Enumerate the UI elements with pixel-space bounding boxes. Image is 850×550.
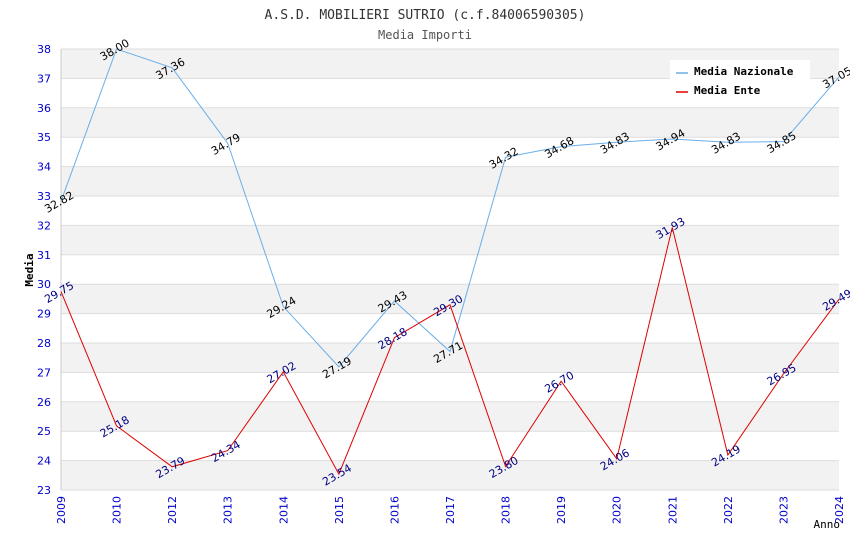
y-axis-ticks: 23 24 25 26 27 28 29 30 31 32 33 34 35 36 37 38 (37, 43, 51, 497)
grid-band (61, 460, 839, 490)
x-tick-label: 2019 (555, 496, 568, 524)
x-axis-label: Anno (814, 518, 841, 531)
grid-band (61, 254, 839, 285)
chart-subtitle: Media Importi (378, 28, 472, 42)
y-tick-label: 23 (37, 484, 51, 497)
y-tick-label: 32 (37, 219, 51, 232)
y-tick-label: 37 (37, 72, 51, 85)
grid-band (61, 225, 839, 255)
legend-box (670, 60, 810, 102)
grid-band (61, 313, 839, 343)
y-tick-label: 26 (37, 396, 51, 409)
x-tick-label: 2023 (777, 496, 790, 524)
grid-bands (60, 48, 839, 491)
grid-band (61, 166, 839, 196)
y-tick-label: 31 (37, 249, 51, 262)
x-tick-label: 2009 (55, 496, 68, 524)
x-tick-label: 2016 (388, 496, 401, 524)
x-tick-label: 2017 (444, 496, 457, 524)
grid-band (61, 196, 839, 226)
x-tick-label: 2018 (500, 496, 513, 524)
legend: Media Nazionale Media Ente (670, 60, 810, 102)
y-axis-label: Media (23, 253, 36, 286)
y-tick-label: 35 (37, 131, 51, 144)
grid-band (61, 372, 839, 402)
x-axis-ticks: 2009 2010 2012 2013 2014 2015 2016 2017 2018 2019… (55, 496, 846, 524)
x-tick-label: 2022 (722, 496, 735, 524)
x-tick-label: 2014 (277, 496, 290, 524)
y-tick-label: 27 (37, 366, 51, 379)
legend-label-nazionale: Media Nazionale (694, 65, 794, 78)
series-lines (60, 48, 840, 476)
x-tick-label: 2012 (166, 496, 179, 524)
x-tick-label: 2015 (333, 496, 346, 524)
y-tick-label: 34 (37, 161, 51, 174)
grid-band (61, 137, 839, 167)
y-tick-label: 29 (37, 308, 51, 321)
x-tick-label: 2020 (611, 496, 624, 524)
grid-band (61, 284, 839, 314)
y-tick-label: 36 (37, 102, 51, 115)
x-tick-label: 2013 (222, 496, 235, 524)
grid-band (61, 401, 839, 432)
y-tick-label: 38 (37, 43, 51, 56)
x-tick-label: 2010 (111, 496, 124, 524)
grid-band (61, 107, 839, 138)
x-tick-label: 2024 (833, 496, 846, 524)
y-tick-label: 28 (37, 337, 51, 350)
legend-label-ente: Media Ente (694, 84, 761, 97)
grid-band (61, 343, 839, 373)
grid-band (61, 431, 839, 461)
series-line-nazionale (60, 48, 840, 368)
chart-title: A.S.D. MOBILIERI SUTRIO (c.f.84006590305… (265, 8, 586, 23)
y-tick-label: 25 (37, 425, 51, 438)
y-tick-label: 30 (37, 278, 51, 291)
y-tick-label: 33 (37, 190, 51, 203)
y-tick-label: 24 (37, 455, 51, 468)
x-tick-label: 2021 (666, 496, 679, 524)
series-line-ente (60, 227, 840, 476)
